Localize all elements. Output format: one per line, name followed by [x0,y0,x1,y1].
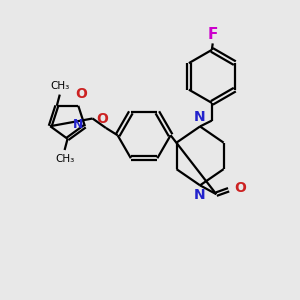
Text: O: O [235,181,246,195]
Text: CH₃: CH₃ [55,154,74,164]
Text: F: F [208,27,218,42]
Text: N: N [194,188,206,202]
Text: O: O [96,112,108,126]
Text: O: O [75,87,87,101]
Text: N: N [73,118,84,131]
Text: N: N [194,110,206,124]
Text: CH₃: CH₃ [50,81,69,91]
